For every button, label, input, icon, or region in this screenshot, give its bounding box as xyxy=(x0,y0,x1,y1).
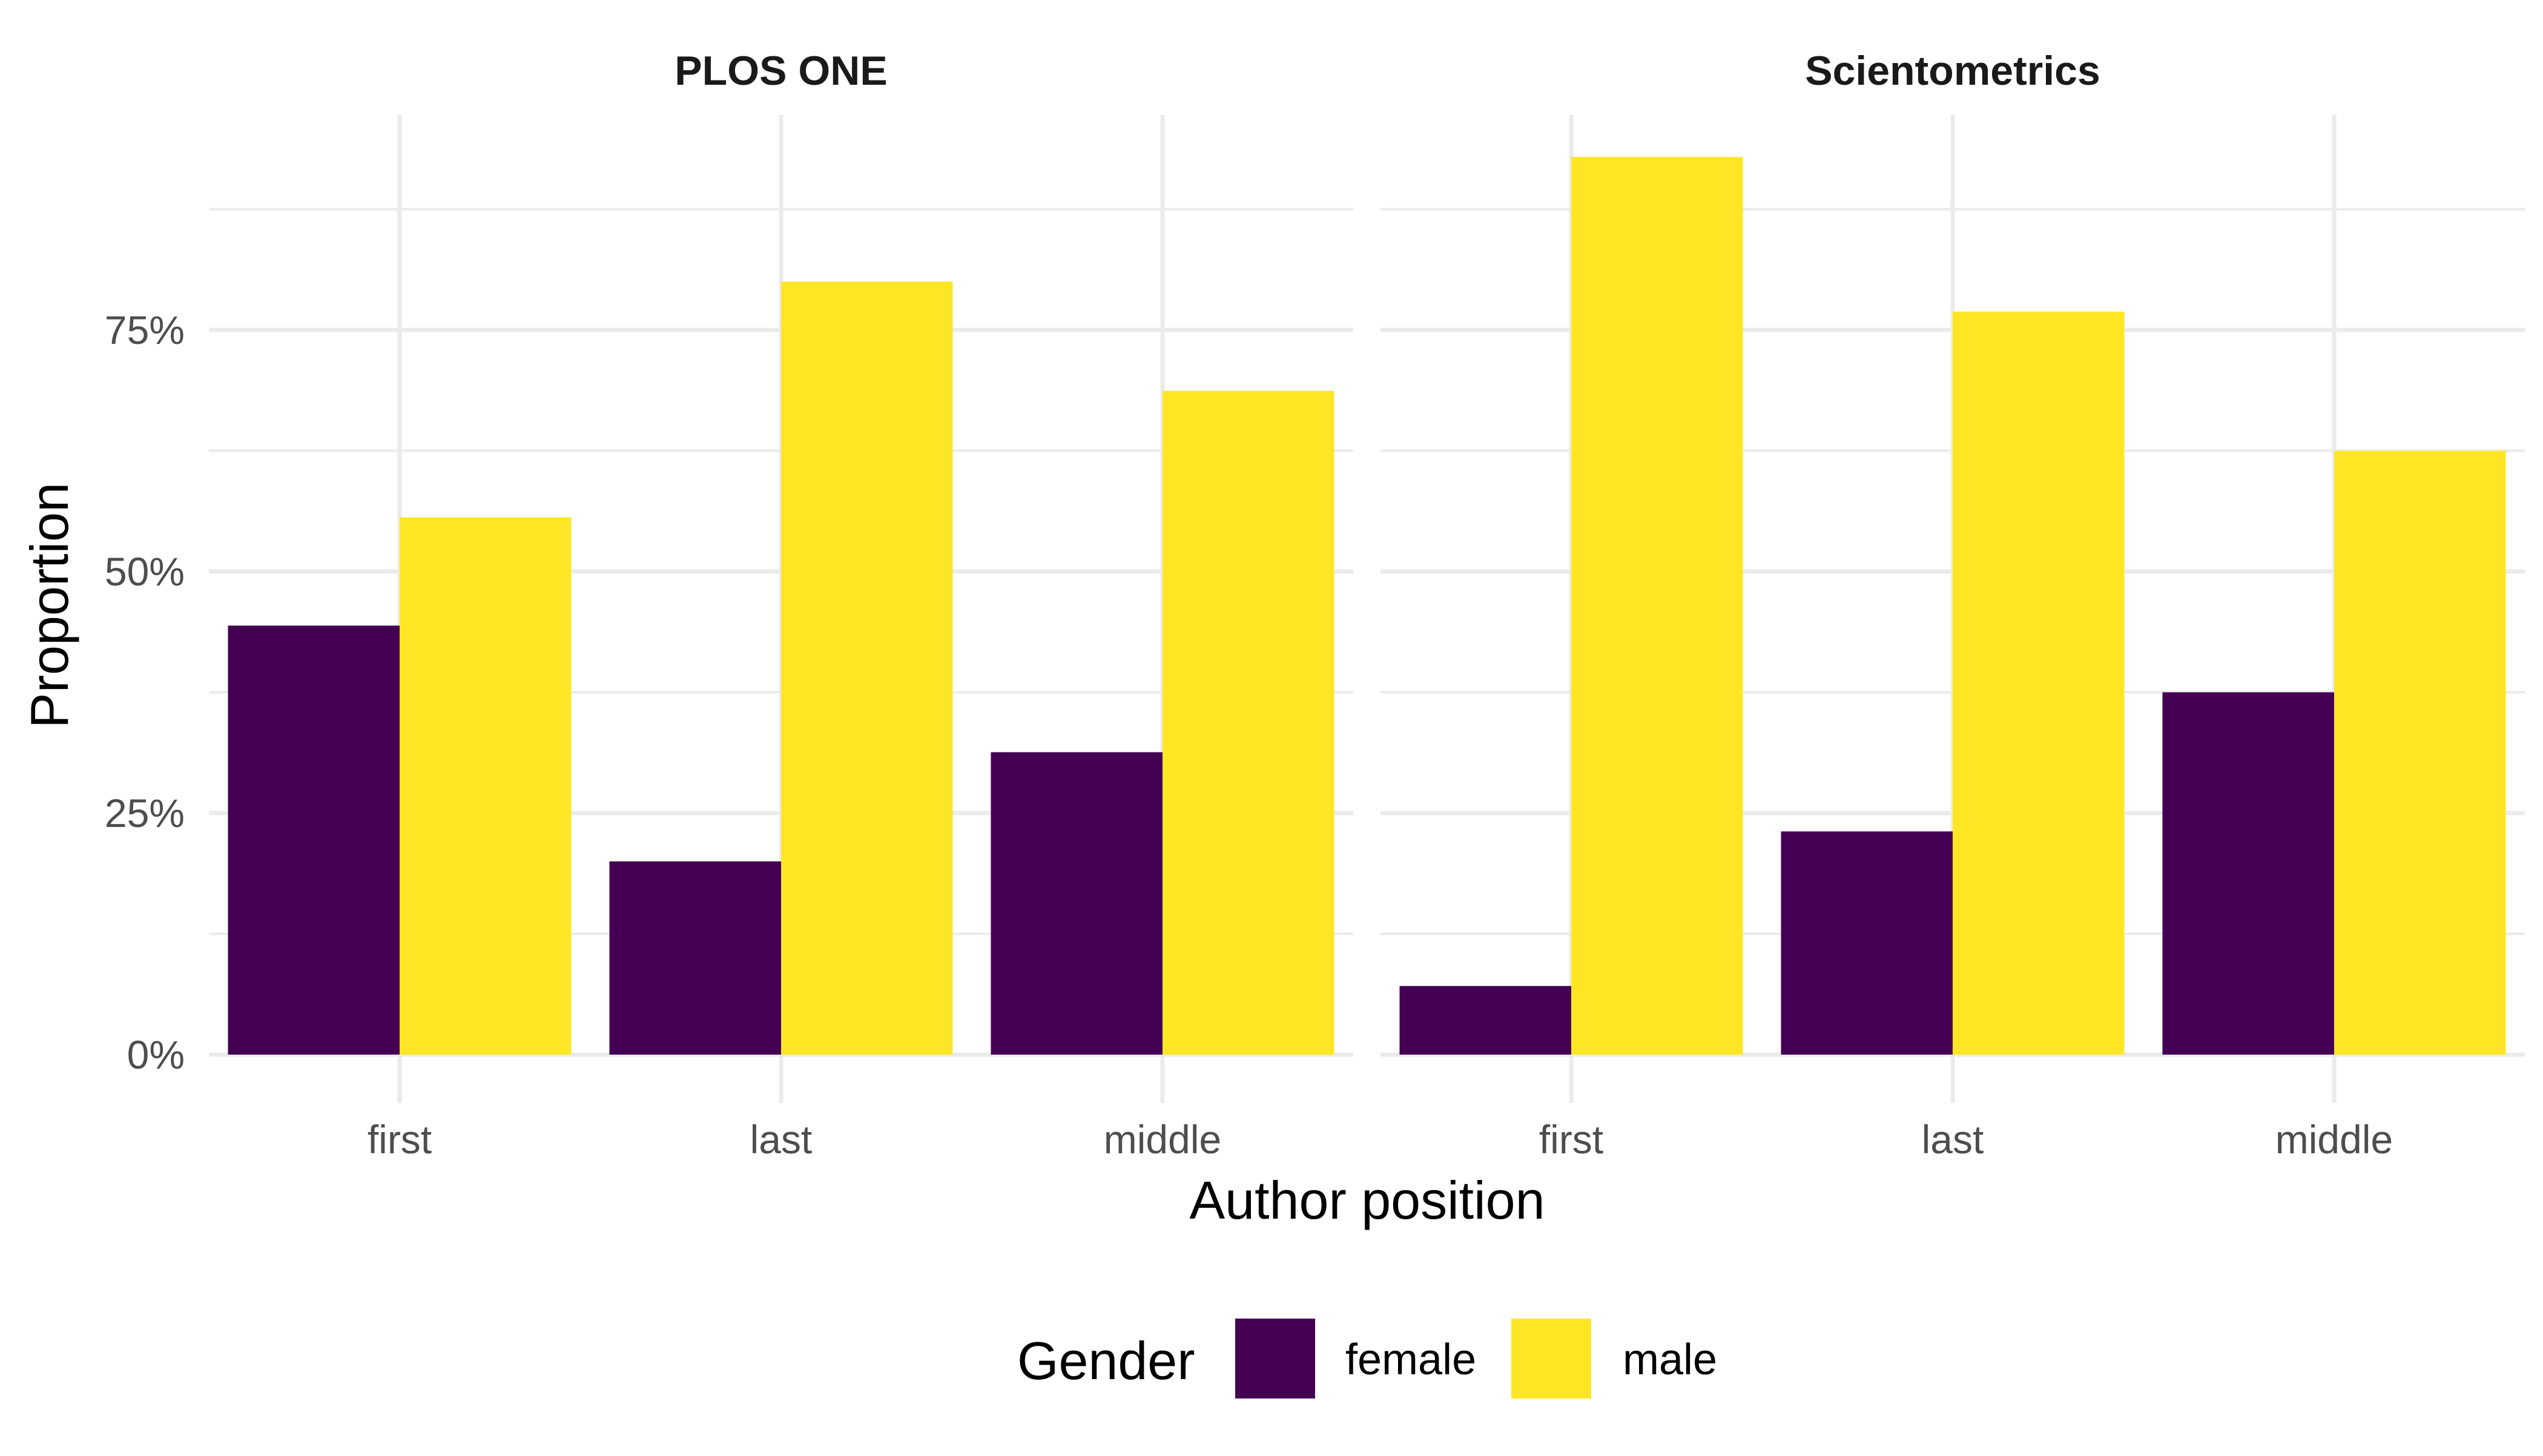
bar-male-first xyxy=(1571,157,1743,1055)
x-tick-label: last xyxy=(1922,1117,1984,1162)
y-tick-label: 0% xyxy=(127,1032,185,1077)
x-tick-label: first xyxy=(1539,1117,1603,1162)
bar-male-last xyxy=(781,282,953,1055)
y-tick-label: 25% xyxy=(105,791,185,835)
legend-label-male: male xyxy=(1623,1336,1717,1384)
bar-female-middle xyxy=(2162,692,2334,1055)
bar-male-first xyxy=(400,517,572,1055)
y-tick-label: 50% xyxy=(105,549,185,594)
x-tick-label: middle xyxy=(1104,1117,1221,1162)
bar-female-last xyxy=(609,861,781,1055)
y-axis-title: Proportion xyxy=(19,483,79,728)
bar-male-middle xyxy=(2334,450,2506,1055)
legend-label-female: female xyxy=(1345,1336,1476,1384)
bar-female-first xyxy=(1399,986,1571,1055)
bar-male-last xyxy=(1953,311,2125,1055)
x-axis-title: Author position xyxy=(1189,1170,1545,1230)
bar-female-last xyxy=(1781,831,1953,1055)
x-tick-label: middle xyxy=(2275,1117,2393,1162)
legend-swatch-male xyxy=(1511,1319,1591,1398)
legend-title: Gender xyxy=(1017,1331,1195,1391)
panel-title: Scientometrics xyxy=(1805,48,2100,94)
x-tick-label: last xyxy=(750,1117,813,1162)
x-tick-label: first xyxy=(368,1117,432,1162)
label-layer: 0% 25% 50% 75% PLOS ONE first last middle Scient… xyxy=(105,48,2393,1162)
legend-swatch-female xyxy=(1235,1319,1315,1398)
bar-male-middle xyxy=(1163,390,1334,1055)
bar-layer xyxy=(228,157,2506,1055)
legend: Gender female male xyxy=(1017,1319,1717,1398)
bar-female-first xyxy=(228,625,400,1055)
bar-female-middle xyxy=(991,752,1163,1055)
y-tick-label: 75% xyxy=(105,308,185,352)
panel-title: PLOS ONE xyxy=(675,48,887,94)
